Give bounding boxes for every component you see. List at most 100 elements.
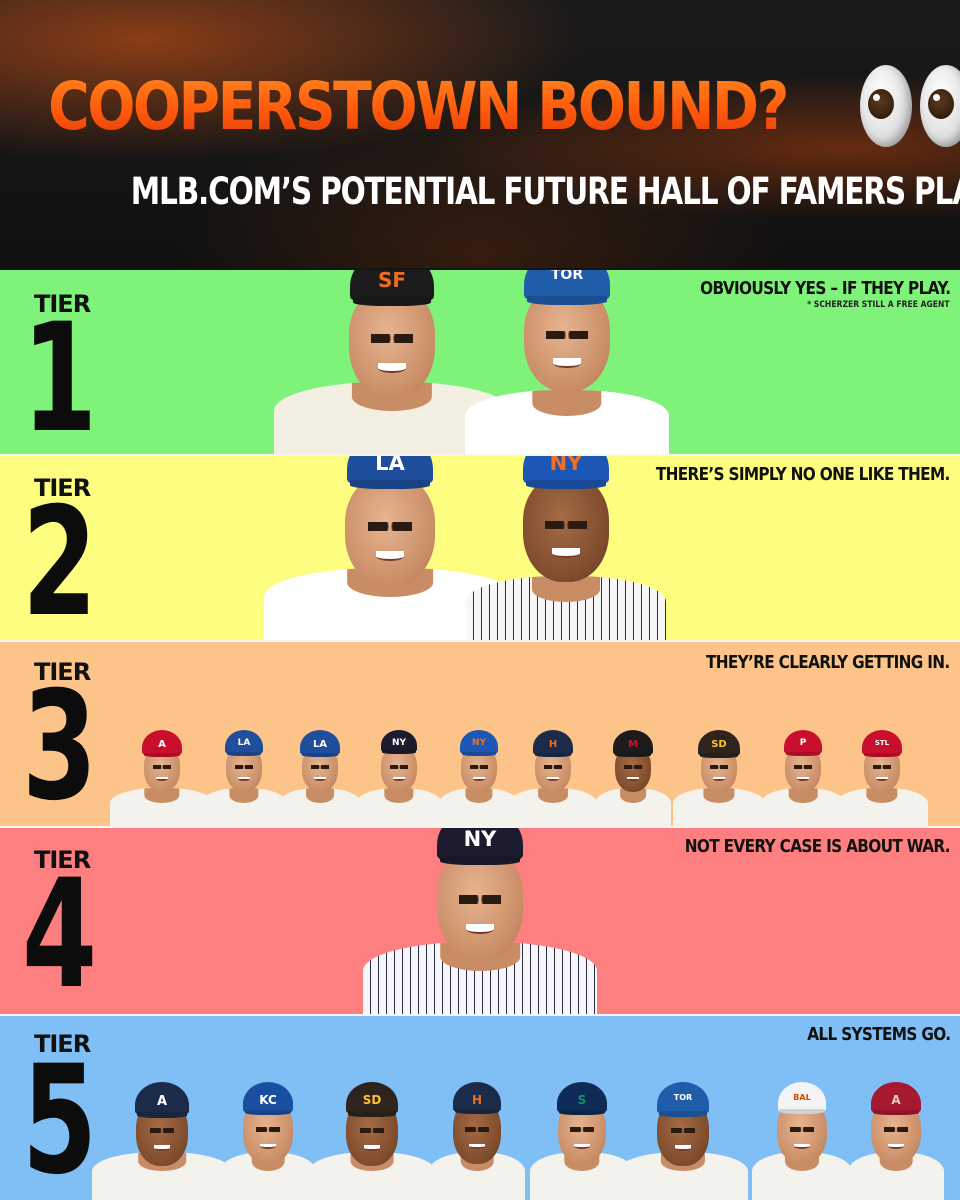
cap-icon: A xyxy=(135,1082,189,1115)
player-face xyxy=(523,476,609,582)
title-row: COOPERSTOWN BOUND? xyxy=(0,56,960,156)
tier-caption: THEY’RE CLEARLY GETTING IN. xyxy=(706,652,950,673)
team-logo-icon: TOR xyxy=(673,1093,693,1103)
jersey xyxy=(110,788,214,826)
player-face xyxy=(349,288,435,398)
player-figure: NY xyxy=(466,456,666,640)
tier-caption: THERE’S SIMPLY NO ONE LIKE THEM. xyxy=(656,464,950,485)
player-figure: H xyxy=(509,642,597,826)
player-figure: A xyxy=(110,642,214,826)
tier-number: 1 xyxy=(22,292,97,454)
jersey xyxy=(836,788,928,826)
cap-icon: LA xyxy=(300,730,340,755)
player-figure: NY xyxy=(363,828,597,1014)
divider xyxy=(0,826,960,828)
cap-icon: LA xyxy=(225,730,263,754)
team-logo-icon: A xyxy=(158,738,166,750)
team-logo-icon: SF xyxy=(377,270,407,293)
player-face xyxy=(437,848,523,960)
cap-icon: SF xyxy=(350,270,434,302)
player-figure: LA xyxy=(279,642,361,826)
team-logo-icon: LA xyxy=(375,456,405,475)
jersey xyxy=(673,788,765,826)
tier-number: 4 xyxy=(22,848,97,1014)
cap-icon: NY xyxy=(381,730,417,752)
tier-number: 5 xyxy=(22,1034,97,1200)
page-subtitle: MLB.COM’S POTENTIAL FUTURE HALL OF FAMER… xyxy=(130,170,960,213)
team-logo-icon: LA xyxy=(237,738,251,749)
player-figure: M xyxy=(595,642,671,826)
cap-icon: P xyxy=(784,730,822,754)
tier-label: TIER xyxy=(34,658,91,686)
tier-caption: NOT EVERY CASE IS ABOUT WAR. xyxy=(684,836,951,857)
team-logo-icon: M xyxy=(628,738,638,750)
jersey xyxy=(466,576,666,640)
eyes-icon xyxy=(860,65,960,147)
jersey xyxy=(356,788,442,826)
team-logo-icon: H xyxy=(471,1092,483,1107)
tier-caption: OBVIOUSLY YES – IF THEY PLAY. xyxy=(699,278,951,299)
player-figure: P xyxy=(761,642,845,826)
tier-label: TIER xyxy=(34,1030,91,1058)
team-logo-icon: BAL xyxy=(793,1092,811,1102)
cap-icon: A xyxy=(871,1082,921,1113)
cap-icon: LA xyxy=(347,456,433,485)
tier-label: TIER xyxy=(34,290,91,318)
team-logo-icon: NY xyxy=(549,456,583,475)
player-figure: BAL xyxy=(752,1016,852,1200)
player-figure: A xyxy=(92,1016,232,1200)
team-logo-icon: STL xyxy=(874,738,890,747)
jersey xyxy=(279,788,361,826)
tier-label: TIER xyxy=(34,474,91,502)
cap-icon: SD xyxy=(346,1082,398,1114)
page-title: COOPERSTOWN BOUND? xyxy=(47,67,789,145)
tier-number: 2 xyxy=(22,476,97,640)
tier-label: TIER xyxy=(34,846,91,874)
tier-4: TIER 4 NOT EVERY CASE IS ABOUT WAR. NY xyxy=(0,828,960,1014)
player-figure: SD xyxy=(309,1016,435,1200)
header: COOPERSTOWN BOUND? MLB.COM’S POTENTIAL F… xyxy=(0,0,960,268)
player-figure: NY xyxy=(356,642,442,826)
player-figure: S xyxy=(530,1016,634,1200)
jersey xyxy=(509,788,597,826)
team-logo-icon: TOR xyxy=(550,270,584,283)
cap-icon: TOR xyxy=(657,1082,709,1114)
team-logo-icon: SD xyxy=(711,739,727,751)
cap-icon: M xyxy=(613,730,653,755)
player-figure: STL xyxy=(836,642,928,826)
team-logo-icon: H xyxy=(548,738,558,750)
eye-left-icon xyxy=(860,65,913,147)
cap-icon: STL xyxy=(862,730,902,755)
cap-icon: H xyxy=(453,1082,501,1112)
player-figure: TOR xyxy=(465,270,669,454)
cap-icon: SD xyxy=(698,730,740,756)
divider xyxy=(0,640,960,642)
player-figure: A xyxy=(848,1016,944,1200)
tier-note: * SCHERZER STILL A FREE AGENT xyxy=(807,300,950,310)
jersey xyxy=(595,788,671,826)
tier-number: 3 xyxy=(22,660,97,826)
team-logo-icon: A xyxy=(156,1093,168,1109)
team-logo-icon: NY xyxy=(471,738,487,749)
player-figure: LA xyxy=(201,642,287,826)
team-logo-icon: NY xyxy=(391,737,407,748)
tier-1: TIER 1 OBVIOUSLY YES – IF THEY PLAY. * S… xyxy=(0,270,960,454)
jersey xyxy=(465,390,669,454)
tier-caption: ALL SYSTEMS GO. xyxy=(806,1024,951,1045)
cap-icon: BAL xyxy=(778,1082,826,1112)
jersey xyxy=(439,788,519,826)
cap-icon: A xyxy=(142,730,182,755)
eye-right-icon xyxy=(920,65,960,147)
team-logo-icon: P xyxy=(799,738,807,749)
tier-3: TIER 3 THEY’RE CLEARLY GETTING IN. A LA LA… xyxy=(0,642,960,826)
player-figure: KC xyxy=(220,1016,316,1200)
team-logo-icon: S xyxy=(577,1093,587,1107)
jersey xyxy=(201,788,287,826)
tier-2: TIER 2 THERE’S SIMPLY NO ONE LIKE THEM. … xyxy=(0,456,960,640)
cap-icon: NY xyxy=(437,828,523,861)
cap-icon: H xyxy=(533,730,573,755)
jersey xyxy=(761,788,845,826)
team-logo-icon: LA xyxy=(312,738,328,750)
divider xyxy=(0,1014,960,1016)
